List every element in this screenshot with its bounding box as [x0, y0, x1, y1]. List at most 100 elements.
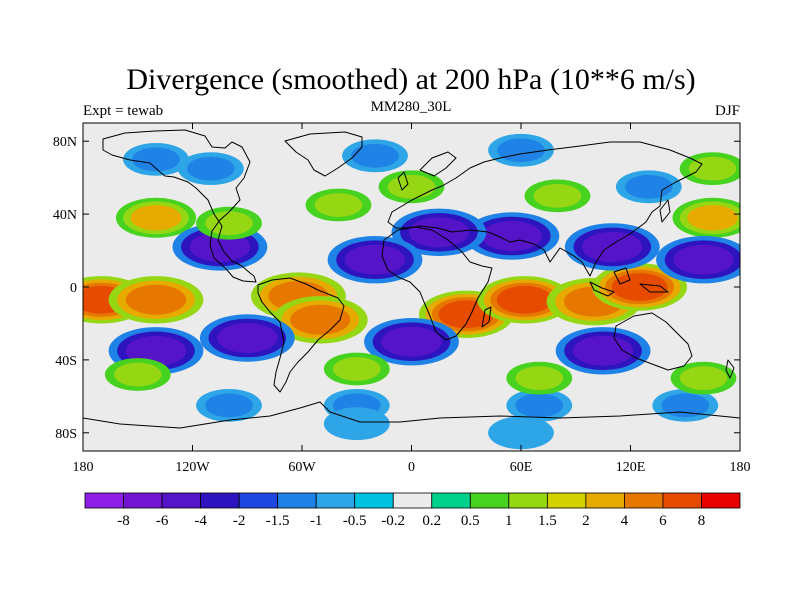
colorbar-swatch [662, 492, 702, 509]
field-contour [488, 416, 554, 450]
field-contour [333, 357, 381, 381]
colorbar-label: 0.2 [422, 513, 441, 529]
colorbar-label: 1.5 [538, 513, 557, 529]
field-feature [323, 352, 390, 386]
field-contour [533, 184, 582, 208]
field-contour [114, 362, 162, 387]
field-contour [381, 326, 442, 357]
field-contour [679, 366, 728, 390]
colorbar-label: -0.2 [381, 513, 405, 529]
y-tick-label: 40S [55, 354, 77, 369]
field-contour [187, 156, 235, 181]
field-contour [497, 138, 545, 163]
colorbar-swatch [354, 492, 394, 509]
field-contour [344, 244, 406, 275]
field-feature [108, 276, 204, 324]
field-contour [351, 143, 399, 168]
x-tick-label: 60W [288, 460, 316, 475]
coastlines [83, 129, 740, 429]
colorbar-swatch [161, 492, 201, 509]
colorbar-swatch [123, 492, 163, 509]
colorbar-label: -2 [233, 513, 246, 529]
coastline-africa [381, 226, 493, 341]
field-feature [615, 170, 682, 204]
field-contour [573, 335, 634, 366]
colorbar-label: 1 [505, 513, 513, 529]
colorbar-label: 0.5 [461, 513, 480, 529]
field-feature [564, 223, 660, 271]
colorbar-swatch [624, 492, 664, 509]
colorbar-label: -1.5 [266, 513, 290, 529]
field-feature [506, 361, 573, 395]
field-feature [196, 206, 262, 240]
field-feature [555, 327, 651, 375]
y-tick-label: 40N [53, 208, 77, 223]
x-tick-label: 120E [616, 460, 646, 475]
colorbar-swatch [392, 492, 433, 509]
field-contour [687, 205, 738, 231]
right-label: DJF [715, 103, 740, 119]
field-contour [205, 393, 253, 418]
plot-area [82, 122, 741, 452]
field-contour [661, 393, 710, 418]
colorbar-label: -0.5 [343, 513, 367, 529]
field-feature [196, 389, 262, 422]
coastline-new-zealand [725, 359, 735, 379]
field-feature [272, 296, 368, 344]
field-feature [656, 236, 740, 284]
coastline-indonesia [589, 267, 669, 297]
coastline-greenland [284, 131, 363, 177]
field-contour [125, 284, 187, 315]
coastline-antarctica [83, 401, 740, 429]
colorbar-swatch [84, 492, 124, 509]
field-feature [177, 152, 244, 186]
field-feature [323, 407, 390, 441]
colorbar-label: 8 [698, 513, 706, 529]
field-contour [130, 205, 182, 231]
field-feature [477, 276, 573, 324]
colorbar-label: 4 [621, 513, 629, 529]
y-tick-label: 80S [55, 427, 77, 442]
colorbar-label: -4 [194, 513, 207, 529]
field-contour [408, 217, 469, 248]
field-feature [342, 139, 408, 173]
coastline-britain [397, 171, 409, 191]
colorbar: -8 -6 -4 -2 -1.5 -1 -0.5 -0.2 0.2 0.5 1 1.5 2 4 6 8 [84, 492, 741, 529]
x-tick-label: 180 [73, 460, 94, 475]
field-feature [524, 179, 591, 213]
field-contour [611, 273, 668, 301]
y-tick-label: 80N [53, 135, 77, 150]
field-feature [670, 361, 737, 395]
coastline-japan [659, 199, 671, 223]
field-feature [679, 152, 740, 185]
field-contour [582, 231, 643, 262]
field-contour [323, 407, 390, 441]
left-label: Expt = tewab [83, 103, 163, 119]
field-contour [290, 304, 351, 335]
plot-title: Divergence (smoothed) at 200 hPa (10**6 … [126, 63, 695, 96]
colorbar-swatch [546, 492, 587, 509]
colorbar-label: -8 [117, 513, 130, 529]
field-contour [496, 285, 553, 314]
field-feature [115, 197, 197, 238]
field-feature [104, 358, 171, 391]
coastline-eurasia [387, 141, 703, 277]
field-feature [672, 197, 740, 238]
field-feature [652, 389, 719, 422]
field-feature [172, 223, 268, 271]
field-contour [515, 366, 564, 390]
field-contour [205, 211, 253, 236]
colorbar-swatch [238, 492, 279, 509]
colorbar-swatch [701, 492, 741, 509]
field-contour [217, 323, 278, 353]
field-contour [625, 174, 673, 199]
center-label: MM280_30L [371, 99, 452, 115]
field-contour [688, 156, 737, 181]
colorbar-swatch [585, 492, 625, 509]
field-feature [506, 389, 573, 422]
field-contour [387, 174, 436, 199]
coastline-north-america [102, 129, 257, 283]
coastline-scandinavia [419, 151, 457, 177]
field-contour [673, 244, 734, 275]
